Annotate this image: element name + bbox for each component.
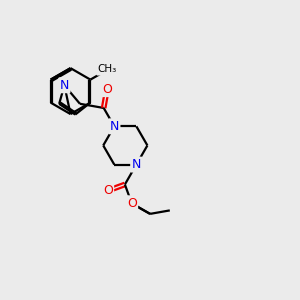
Text: N: N xyxy=(60,79,69,92)
Text: O: O xyxy=(103,184,113,197)
Text: N: N xyxy=(132,158,141,171)
Text: CH₃: CH₃ xyxy=(98,64,117,74)
Text: N: N xyxy=(110,120,119,133)
Text: O: O xyxy=(102,82,112,96)
Text: O: O xyxy=(127,197,137,210)
